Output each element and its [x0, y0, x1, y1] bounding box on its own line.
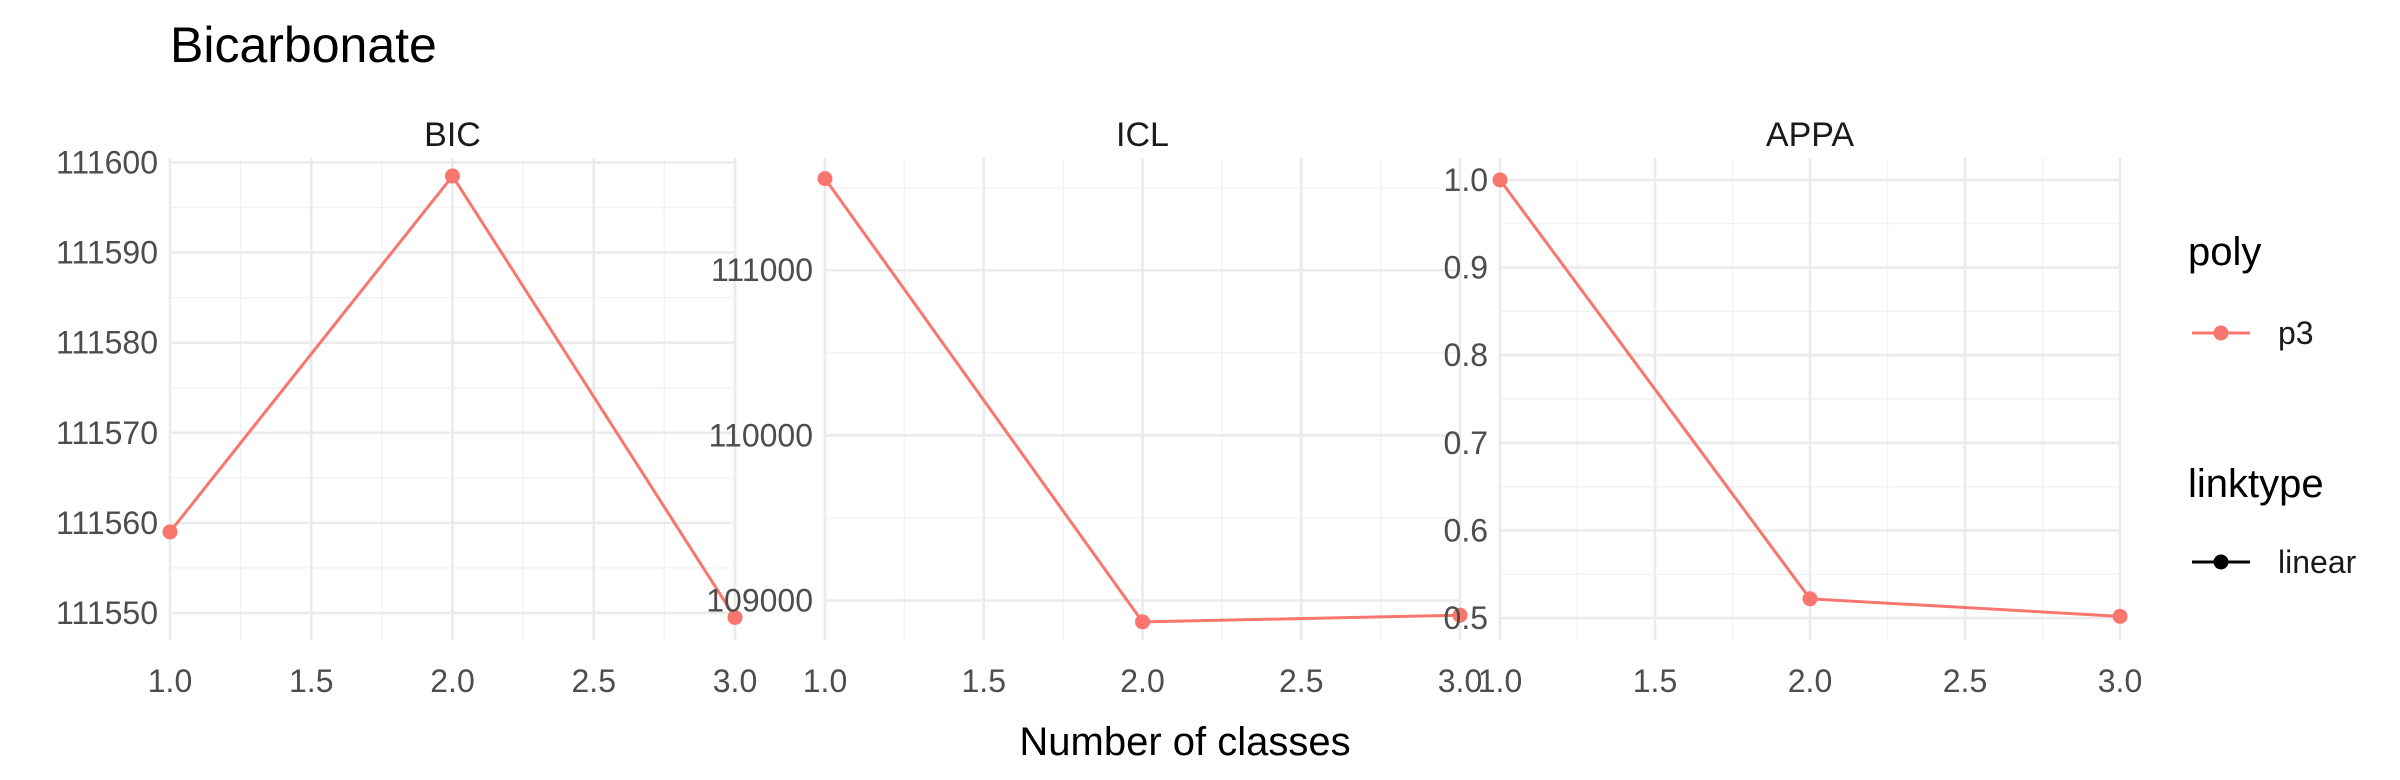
legend-key-point	[2213, 325, 2229, 341]
x-tick-label: 2.0	[430, 663, 474, 699]
y-tick-label: 110000	[709, 417, 813, 453]
y-tick-label: 111580	[56, 325, 158, 361]
data-point	[162, 524, 178, 540]
legend-label: p3	[2278, 315, 2314, 351]
y-tick-label: 0.7	[1444, 425, 1488, 461]
x-tick-label: 2.5	[572, 663, 616, 699]
legend-group-poly: poly p3	[2188, 230, 2314, 351]
y-tick-label: 0.6	[1444, 512, 1488, 548]
y-tick-label: 0.5	[1444, 600, 1488, 636]
x-tick-label: 1.5	[962, 663, 1006, 699]
panel-icl: 1.0 1.5 2.0 2.5 3.0 109000 110000 111000 ICL	[706, 116, 1482, 699]
data-point	[727, 609, 743, 625]
x-tick-label: 2.0	[1788, 663, 1832, 699]
facet-panels: 1.0 1.5 2.0 2.5 3.0 111550 111560 111570 111580 1…	[56, 116, 2142, 699]
panel-strip-label: ICL	[1116, 116, 1169, 154]
legend-title: linktype	[2188, 462, 2324, 506]
y-tick-label: 109000	[706, 582, 813, 618]
legend-group-linktype: linktype linear	[2188, 462, 2357, 580]
legend-key-point	[2213, 554, 2229, 570]
panel-strip-label: BIC	[424, 116, 481, 154]
chart-title: Bicarbonate	[170, 17, 437, 73]
panel-bic: 1.0 1.5 2.0 2.5 3.0 111550 111560 111570 111580 1…	[56, 116, 757, 699]
y-tick-label: 111600	[56, 145, 158, 181]
data-point	[1802, 591, 1818, 607]
x-tick-label: 1.5	[289, 663, 333, 699]
y-tick-label: 111550	[56, 595, 158, 631]
y-tick-label: 0.8	[1444, 337, 1488, 373]
y-tick-label: 0.9	[1444, 250, 1488, 286]
x-tick-label: 3.0	[1438, 663, 1482, 699]
y-tick-label: 1.0	[1444, 162, 1488, 198]
panel-appa: 1.0 1.5 2.0 2.5 3.0 0.5 0.6 0.7 0.8 0.9 1.0 APPA	[1444, 116, 2143, 699]
x-tick-label: 2.5	[1943, 663, 1987, 699]
data-point	[1135, 614, 1150, 630]
y-tick-label: 111590	[56, 235, 158, 271]
panel-strip-label: APPA	[1766, 116, 1855, 154]
y-tick-label: 111560	[56, 505, 158, 541]
data-point	[1492, 172, 1508, 188]
x-tick-label: 1.5	[1633, 663, 1677, 699]
x-tick-label: 1.0	[1478, 663, 1522, 699]
legend-title: poly	[2188, 230, 2261, 274]
x-tick-label: 2.5	[1279, 663, 1323, 699]
y-tick-label: 111570	[56, 415, 158, 451]
data-point	[1452, 607, 1468, 623]
x-tick-label: 3.0	[713, 663, 757, 699]
data-point	[817, 171, 833, 187]
legend: poly p3 linktype linear	[2188, 230, 2357, 580]
x-tick-label: 1.0	[803, 663, 847, 699]
x-tick-label: 2.0	[1120, 663, 1164, 699]
data-point	[2112, 608, 2128, 624]
x-axis-title: Number of classes	[1019, 720, 1350, 764]
data-point	[445, 168, 460, 184]
y-tick-label: 111000	[711, 252, 813, 288]
legend-label: linear	[2278, 544, 2357, 580]
x-tick-label: 1.0	[148, 663, 192, 699]
x-tick-label: 3.0	[2098, 663, 2142, 699]
